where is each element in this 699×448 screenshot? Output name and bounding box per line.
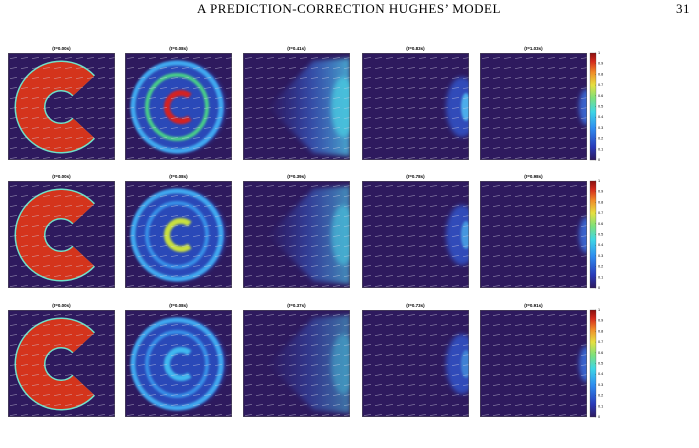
heatmap-panel (480, 310, 587, 417)
colorbar-tick-label: 0 (598, 158, 600, 162)
colorbar-tick-label: 0.2 (598, 394, 603, 398)
colorbar-tick-label: 0.2 (598, 265, 603, 269)
colorbar-tick-label: 0.8 (598, 72, 603, 76)
page-number: 31 (676, 1, 690, 16)
velocity-arrows (362, 310, 469, 417)
panel-title: (t=0.83s) (406, 46, 425, 51)
colorbar-tick-label: 0.4 (598, 243, 603, 247)
panel-title: (t=0.08s) (169, 303, 188, 308)
colorbar-tick-label: 0.6 (598, 94, 603, 98)
panel-frame (8, 181, 115, 288)
panel-title: (t=0.73s) (406, 303, 425, 308)
colorbar-tick-label: 0.7 (598, 340, 603, 344)
colorbar-tick-label: 0.2 (598, 137, 603, 141)
colorbar-tick-label: 0.7 (598, 211, 603, 215)
colorbar-tick-label: 0.6 (598, 222, 603, 226)
colorbar-tick-label: 0 (598, 286, 600, 290)
colorbar-tick-label: 0.5 (598, 105, 603, 109)
velocity-arrows (8, 310, 115, 417)
panel-frame (8, 310, 115, 417)
velocity-arrows (125, 53, 232, 160)
panel-frame (125, 181, 232, 288)
velocity-arrows (362, 53, 469, 160)
panel-title: (t=0.37s) (287, 303, 306, 308)
velocity-arrows (243, 53, 350, 160)
running-header: A PREDICTION-CORRECTION HUGHES’ MODEL (197, 1, 501, 16)
velocity-arrows (362, 181, 469, 288)
heatmap-panel (125, 53, 232, 160)
panel-title: (t=0.91s) (524, 303, 543, 308)
colorbar-tick-label: 0.5 (598, 362, 603, 366)
colorbar-tick-label: 0.4 (598, 115, 603, 119)
colorbar-tick-label: 0.9 (598, 319, 603, 323)
colorbar-tick-label: 1 (598, 179, 600, 183)
colorbar-tick-label: 0.8 (598, 329, 603, 333)
panel-frame (243, 53, 350, 160)
panel-frame (125, 310, 232, 417)
colorbar-tick-label: 0.9 (598, 190, 603, 194)
colorbar-tick-label: 0.1 (598, 147, 603, 151)
panel-title: (t=0.00s) (52, 46, 71, 51)
heatmap-panel (8, 181, 115, 288)
colorbar-tick-label: 0.4 (598, 372, 603, 376)
heatmap-panel (480, 53, 587, 160)
heatmap-panel (243, 181, 350, 288)
heatmap-panel (8, 53, 115, 160)
heatmap-panel (8, 310, 115, 417)
panel-title: (t=0.39s) (287, 174, 306, 179)
velocity-arrows (125, 310, 232, 417)
velocity-arrows (480, 181, 587, 288)
panel-frame (362, 53, 469, 160)
heatmap-panel (480, 181, 587, 288)
colorbar-tick-label: 0 (598, 415, 600, 419)
panel-frame (243, 181, 350, 288)
velocity-arrows (8, 181, 115, 288)
colorbar-tick-label: 0.6 (598, 351, 603, 355)
panel-title: (t=0.78s) (406, 174, 425, 179)
heatmap-panel (125, 181, 232, 288)
colorbar-tick-label: 0.5 (598, 233, 603, 237)
colorbar-tick-label: 0.3 (598, 383, 603, 387)
panel-frame (243, 310, 350, 417)
heatmap-panel (362, 310, 469, 417)
colorbar-tick-label: 1 (598, 51, 600, 55)
panel-title: (t=0.08s) (169, 174, 188, 179)
colorbar-tick-label: 0.9 (598, 62, 603, 66)
colorbar-tick-label: 0.1 (598, 404, 603, 408)
panel-frame (8, 53, 115, 160)
colorbar-tick-label: 0.3 (598, 254, 603, 258)
velocity-arrows (8, 53, 115, 160)
velocity-arrows (243, 181, 350, 288)
colorbar-tick-label: 0.8 (598, 200, 603, 204)
panel-title: (t=1.03s) (524, 46, 543, 51)
heatmap-panel (125, 310, 232, 417)
panel-frame (480, 181, 587, 288)
panel-frame (480, 310, 587, 417)
panel-frame (362, 181, 469, 288)
velocity-arrows (125, 181, 232, 288)
panel-frame (480, 53, 587, 160)
colorbar-tick-label: 0.1 (598, 275, 603, 279)
panel-title: (t=0.08s) (169, 46, 188, 51)
panel-title: (t=0.41s) (287, 46, 306, 51)
panel-title: (t=0.00s) (52, 303, 71, 308)
panel-frame (125, 53, 232, 160)
velocity-arrows (243, 310, 350, 417)
panel-title: (t=0.00s) (52, 174, 71, 179)
colorbar-tick-label: 1 (598, 308, 600, 312)
velocity-arrows (480, 53, 587, 160)
heatmap-panel (362, 181, 469, 288)
panel-frame (362, 310, 469, 417)
heatmap-panel (243, 310, 350, 417)
heatmap-panel (362, 53, 469, 160)
colorbar-tick-label: 0.7 (598, 83, 603, 87)
velocity-arrows (480, 310, 587, 417)
panel-title: (t=0.98s) (524, 174, 543, 179)
colorbar-tick-label: 0.3 (598, 126, 603, 130)
heatmap-panel (243, 53, 350, 160)
